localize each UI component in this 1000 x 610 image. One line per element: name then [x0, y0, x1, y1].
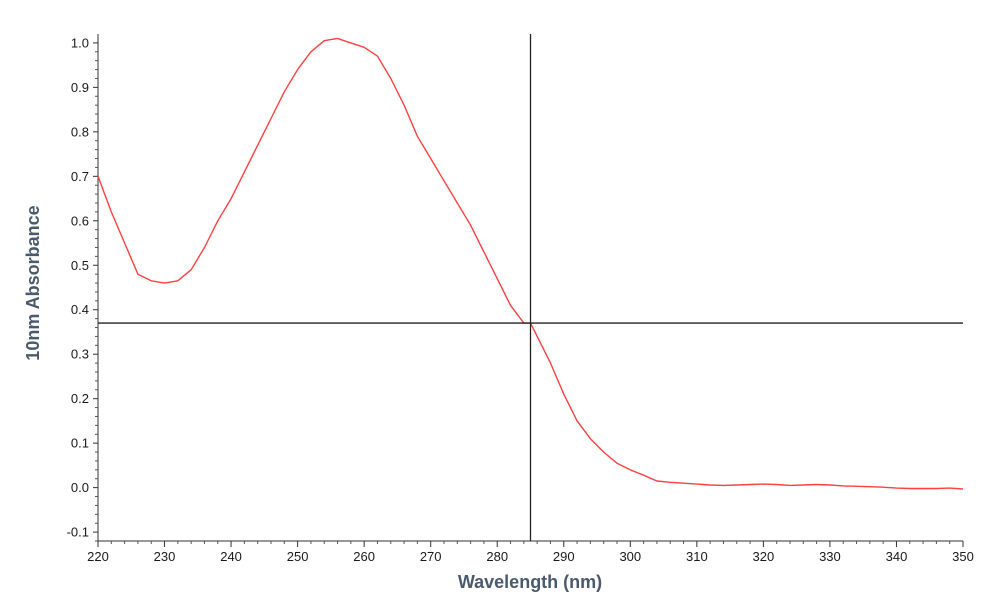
x-tick-label: 340 — [886, 549, 908, 564]
x-tick-label: 300 — [619, 549, 641, 564]
x-axis-title: Wavelength (nm) — [458, 572, 602, 592]
crosshair — [98, 34, 963, 541]
x-tick-label: 260 — [353, 549, 375, 564]
x-tick-label: 230 — [154, 549, 176, 564]
x-tick-label: 270 — [420, 549, 442, 564]
y-tick-label: 0.0 — [71, 480, 89, 495]
x-tick-label: 320 — [753, 549, 775, 564]
y-tick-label: 0.7 — [71, 169, 89, 184]
y-tick-label: 0.8 — [71, 124, 89, 139]
x-tick-label: 220 — [87, 549, 109, 564]
y-axis-ticks: 1.0 0.9 0.8 0.7 0.6 0.5 0.4 0.3 0.2 0.1 0.0 -0.1 — [67, 35, 98, 542]
y-tick-label: 0.9 — [71, 80, 89, 95]
y-tick-label: 0.1 — [71, 436, 89, 451]
x-tick-label: 290 — [553, 549, 575, 564]
y-tick-label: 0.2 — [71, 391, 89, 406]
x-tick-label: 280 — [486, 549, 508, 564]
y-tick-label: -0.1 — [67, 525, 89, 540]
y-tick-label: 0.4 — [71, 302, 89, 317]
x-axis-ticks: 220 230 240 250 260 270 280 290 300 310 320 330 340 3… — [87, 541, 974, 564]
y-axis-title: 10nm Absorbance — [23, 205, 43, 360]
y-tick-label: 0.6 — [71, 213, 89, 228]
x-tick-label: 240 — [220, 549, 242, 564]
x-tick-label: 350 — [952, 549, 974, 564]
y-tick-label: 0.5 — [71, 258, 89, 273]
y-tick-label: 1.0 — [71, 35, 89, 50]
x-tick-label: 330 — [819, 549, 841, 564]
x-tick-label: 310 — [686, 549, 708, 564]
x-tick-label: 250 — [287, 549, 309, 564]
y-tick-label: 0.3 — [71, 347, 89, 362]
